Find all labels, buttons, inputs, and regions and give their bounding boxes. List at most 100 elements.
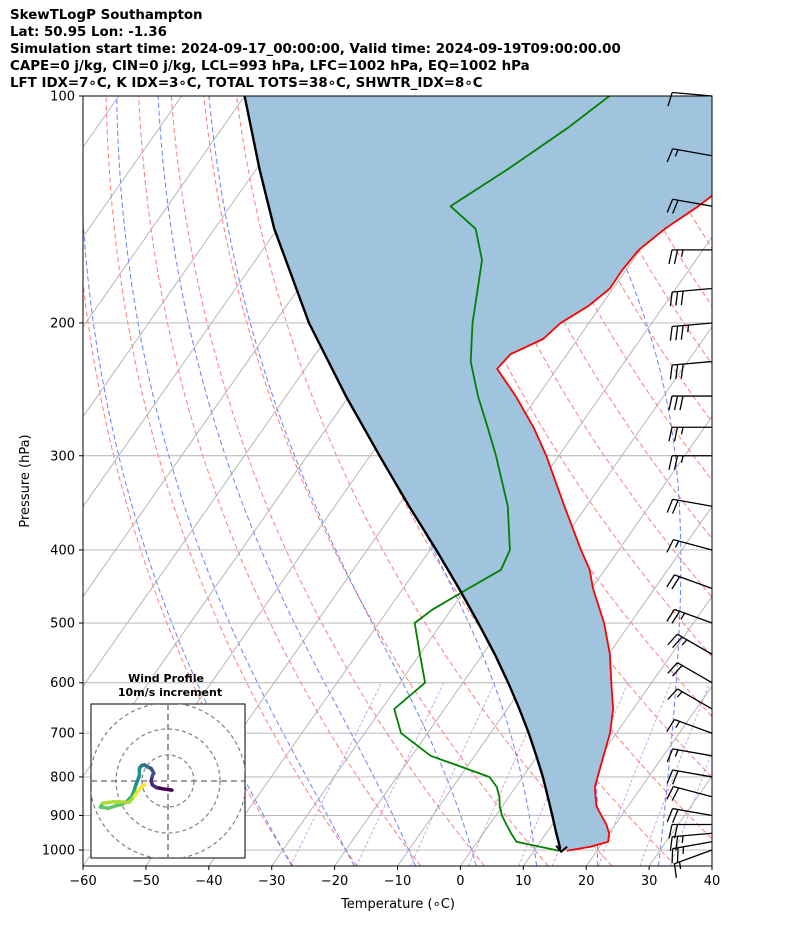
x-tick-label: 20 [578,874,595,889]
dry-adiabat [463,96,712,540]
hodograph-segment [111,800,131,805]
y-tick-label: 400 [50,543,75,558]
temperature-line [496,194,712,852]
x-tick-label: 0 [456,874,464,889]
wind-barb [669,322,713,341]
location-line: Lat: 50.95 Lon: -1.36 [10,25,167,40]
wind-barb [673,849,713,878]
wind-barb [669,360,713,380]
surface-parcel-marker [555,845,568,854]
y-axis-label: Pressure (hPa) [18,434,33,527]
parcel-line [243,96,562,852]
wind-barb [666,498,713,514]
cape-cin-area [244,96,712,851]
moist-adiabat [116,96,355,866]
mixing-ratio-line [468,682,550,866]
time-line: Simulation start time: 2024-09-17_00:00:… [10,42,621,57]
inset-title: Wind Profile [128,672,204,685]
wind-barb [666,608,713,624]
wind-barb [668,823,712,839]
x-tick-label: −40 [195,874,222,889]
wind-barb [671,841,713,864]
wind-barb [667,633,713,655]
wind-barb [666,785,713,801]
y-tick-label: 900 [50,809,75,824]
y-tick-label: 1000 [42,844,75,859]
moist-adiabat [83,212,293,866]
chart-title: SkewTLogP Southampton [10,8,203,23]
wind-barb [669,832,713,852]
y-axis: 1000 900 800 700 600 500 400 300 200 100 [42,90,83,859]
index-line: LFT IDX=7∘C, K IDX=3∘C, TOTAL TOTS=38∘C,… [10,76,483,91]
hodograph-inset: Wind Profile 10m/s increment [90,672,246,859]
wind-barbs [666,91,713,878]
wind-barb [666,769,713,785]
x-tick-label: 10 [515,874,532,889]
x-tick-label: 40 [704,874,721,889]
x-axis: −60 −50 −40 −30 −20 −10 0 10 20 30 40 [69,866,720,889]
wind-barb [668,395,712,411]
y-tick-label: 100 [50,90,75,105]
isotherm [397,415,712,866]
cape-cin-shading [244,96,712,851]
mixing-ratio-line [410,682,495,866]
dry-adiabat [692,96,712,133]
x-tick-label: −50 [132,874,159,889]
dry-adiabat [725,96,794,866]
x-tick-label: −60 [69,874,96,889]
wind-barb [666,538,713,553]
wind-barb [666,748,713,763]
inset-subtitle: 10m/s increment [118,686,222,699]
x-tick-label: 30 [641,874,658,889]
wind-barb [666,198,713,214]
isotherm [83,96,245,328]
wind-barb [666,574,713,590]
moist-adiabat [208,96,477,866]
isotherm [585,685,712,866]
isotherm [83,96,308,418]
dry-adiabat [496,96,712,481]
wind-barb [667,688,713,710]
wind-barb [668,249,712,265]
x-tick-label: −30 [258,874,285,889]
y-tick-label: 700 [50,727,75,742]
profile-lines [243,96,712,854]
x-tick-label: −20 [321,874,348,889]
moist-adiabat [157,96,416,866]
isotherm [334,326,712,866]
moist-adiabat [720,96,794,866]
chart-header: SkewTLogP Southampton Lat: 50.95 Lon: -1… [10,7,621,92]
dry-adiabat [203,96,549,866]
dry-adiabat [105,96,358,866]
mixing-ratio-line [355,682,445,866]
dry-adiabat [235,96,613,866]
dry-adiabat [431,96,712,598]
mixing-ratio-line [639,682,711,866]
y-tick-label: 600 [50,676,75,691]
y-tick-label: 500 [50,617,75,632]
wind-barb [668,426,712,442]
wind-barb [667,662,713,684]
x-tick-label: −10 [384,874,411,889]
dry-adiabat [138,96,422,866]
wind-barb [666,807,713,824]
cape-line: CAPE=0 j/kg, CIN=0 j/kg, LCL=993 hPa, LF… [10,59,530,74]
isotherm [711,865,712,866]
wind-barb [669,287,713,307]
dry-adiabat [83,278,294,866]
wind-barb [666,148,713,163]
wind-barb [667,91,713,107]
isotherm [83,96,183,238]
y-tick-label: 200 [50,316,75,331]
hodograph-segment [137,783,147,791]
y-tick-label: 300 [50,449,75,464]
wind-barb [668,455,712,470]
isotherm [522,595,712,866]
mixing-ratio-line [290,682,382,866]
x-axis-label: Temperature (∘C) [340,897,455,912]
dewpoint-line [393,96,610,852]
wind-barb [666,718,713,734]
y-tick-label: 800 [50,770,75,785]
mixing-ratio-line [669,750,712,866]
